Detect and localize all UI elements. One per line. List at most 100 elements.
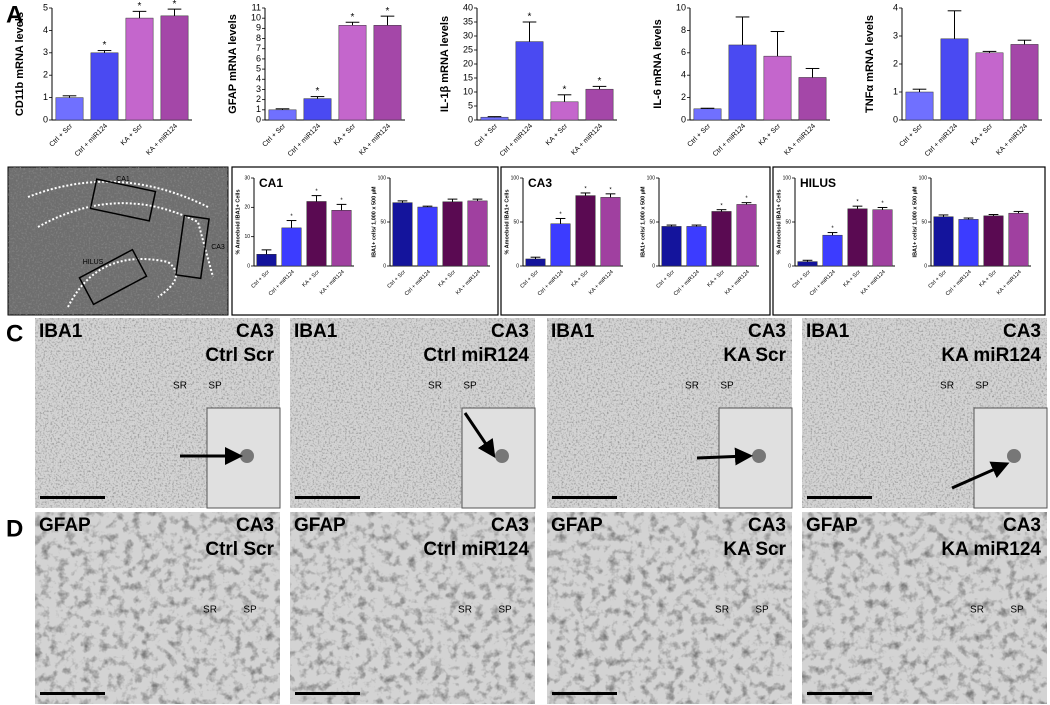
y-tick-label: 50 (649, 219, 655, 225)
layer-label: SP (1010, 605, 1024, 616)
significance-mark: * (315, 189, 318, 195)
x-tick-label: Ctrl + Scr (250, 269, 271, 290)
scale-bar (552, 496, 617, 499)
region-label: CA3 (1003, 515, 1041, 536)
y-tick-label: 50 (513, 219, 519, 225)
x-tick-label: Ctrl + miR124 (945, 269, 973, 297)
region-label: CA3 (211, 244, 225, 251)
x-tick-label: KA + Scr (978, 269, 998, 289)
micrograph-texture (547, 512, 792, 704)
bar (303, 98, 332, 121)
bar (515, 41, 544, 121)
significance-mark: * (598, 76, 602, 87)
x-tick-label: KA + Scr (842, 269, 862, 289)
bar (763, 55, 792, 121)
y-axis-label: % Amoeboid IBA1+ Cells (776, 189, 782, 254)
x-tick-label: KA + Scr (437, 269, 457, 289)
micrograph-texture (290, 512, 535, 704)
chart-box (500, 166, 771, 316)
y-tick-label: 0 (43, 114, 48, 124)
cell (1007, 449, 1021, 463)
layer-label: SR (203, 605, 217, 616)
region-label: CA3 (491, 321, 529, 342)
condition-label: Ctrl miR124 (423, 345, 529, 366)
x-tick-label: Ctrl + Scr (791, 269, 812, 290)
significance-mark: * (584, 187, 587, 193)
significance-mark: * (563, 84, 567, 95)
significance-mark: * (856, 200, 859, 206)
stain-label: GFAP (294, 515, 346, 536)
stain-label: GFAP (551, 515, 603, 536)
y-tick-label: 0 (516, 263, 519, 269)
bar (736, 204, 757, 267)
y-tick-label: 50 (921, 219, 927, 225)
bar (373, 25, 402, 121)
layer-label: SP (463, 381, 477, 392)
layer-label: SP (208, 381, 222, 392)
bar (693, 108, 722, 121)
y-tick-label: 0 (468, 114, 473, 124)
bar (392, 202, 413, 267)
layer-label: SR (685, 381, 699, 392)
y-axis-label: GFAP mRNA levels (227, 14, 239, 114)
bar (1008, 212, 1029, 267)
x-tick-label: Ctrl + Scr (473, 122, 499, 148)
significance-mark: * (290, 214, 293, 220)
x-tick-label: KA + miR124 (996, 269, 1023, 296)
significance-mark: * (351, 12, 355, 23)
y-axis-label: CD11b mRNA levels (14, 12, 26, 116)
significance-mark: * (745, 196, 748, 202)
y-tick-label: 6 (256, 53, 261, 63)
y-tick-label: 35 (463, 16, 473, 26)
y-tick-label: 20 (244, 205, 250, 211)
y-tick-label: 4 (893, 2, 898, 12)
x-tick-label: KA + Scr (758, 122, 783, 147)
bar (983, 215, 1004, 267)
y-tick-label: 100 (511, 175, 520, 181)
micrograph-texture (35, 512, 280, 704)
layer-label: SR (715, 605, 729, 616)
y-tick-label: 10 (463, 86, 473, 96)
y-tick-label: 50 (785, 219, 791, 225)
y-tick-label: 100 (647, 175, 656, 181)
bar (585, 88, 614, 121)
x-tick-label: Ctrl + miR124 (537, 269, 565, 297)
layer-label: SP (975, 381, 989, 392)
bar (306, 201, 327, 267)
stain-label: IBA1 (294, 321, 338, 342)
region-label: CA3 (236, 515, 274, 536)
x-tick-label: KA + miR124 (860, 269, 887, 296)
bar (686, 226, 707, 267)
panel-label: C (6, 320, 23, 347)
y-tick-label: 0 (893, 114, 898, 124)
bar (550, 101, 579, 121)
x-tick-label: KA + Scr (301, 269, 321, 289)
x-tick-label: Ctrl + miR124 (712, 123, 747, 158)
bar (550, 223, 571, 267)
y-tick-label: 50 (380, 219, 386, 225)
y-tick-label: 3 (256, 84, 261, 94)
bar (417, 206, 438, 267)
region-box (78, 248, 148, 306)
bar (90, 52, 119, 121)
y-tick-label: 0 (924, 263, 927, 269)
significance-mark: * (609, 187, 612, 193)
y-axis-label: IBA1+ cells/ 1,000 x 500 µM (640, 186, 646, 257)
x-tick-label: Ctrl + miR124 (673, 269, 701, 297)
y-tick-label: 7 (256, 43, 261, 53)
y-tick-label: 9 (256, 23, 261, 33)
bar (728, 44, 757, 121)
x-tick-label: Ctrl + miR124 (809, 269, 837, 297)
significance-mark: * (316, 86, 320, 97)
region-outline (27, 180, 214, 308)
scale-bar (295, 496, 360, 499)
y-tick-label: 25 (463, 44, 473, 54)
x-tick-label: KA + Scr (120, 122, 145, 147)
significance-mark: * (173, 0, 177, 10)
stain-label: IBA1 (551, 321, 595, 342)
bar (1010, 44, 1039, 121)
y-tick-label: 0 (788, 263, 791, 269)
x-tick-label: Ctrl + Scr (386, 269, 407, 290)
y-tick-label: 30 (463, 30, 473, 40)
x-tick-label: Ctrl + miR124 (287, 123, 322, 158)
